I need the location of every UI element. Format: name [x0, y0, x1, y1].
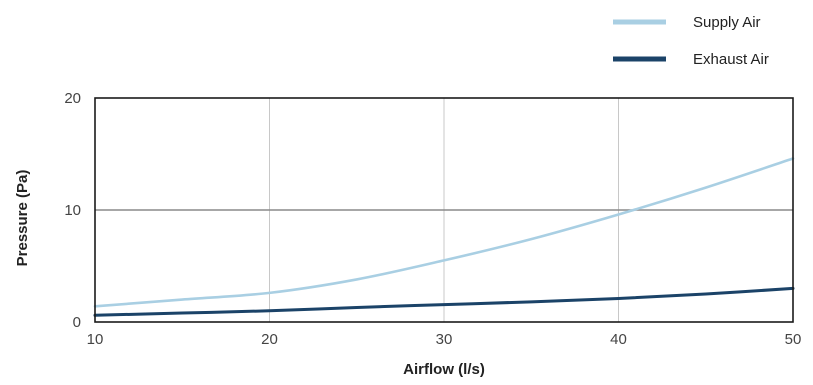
series-line-exhaust-air	[93, 286, 795, 317]
y-tick-label: 0	[73, 314, 81, 331]
legend: Supply Air Exhaust Air	[613, 14, 769, 68]
x-tick-label: 50	[785, 331, 802, 348]
y-tick-label: 10	[64, 202, 81, 219]
series-line-supply-air	[93, 157, 795, 308]
legend-label-exhaust-air: Exhaust Air	[693, 51, 769, 68]
legend-label-supply-air: Supply Air	[693, 14, 761, 31]
x-tick-label: 30	[436, 331, 453, 348]
series-layer	[93, 157, 795, 317]
plot-frame	[94, 97, 794, 323]
tick-labels: 10 20 30 40 50 0 10 20	[64, 90, 801, 348]
x-tick-label: 10	[87, 331, 104, 348]
y-axis-label: Pressure (Pa)	[14, 170, 31, 267]
grid	[95, 98, 793, 322]
x-tick-label: 40	[610, 331, 627, 348]
x-axis-label: Airflow (l/s)	[403, 361, 485, 378]
x-tick-label: 20	[261, 331, 278, 348]
y-tick-label: 20	[64, 90, 81, 107]
